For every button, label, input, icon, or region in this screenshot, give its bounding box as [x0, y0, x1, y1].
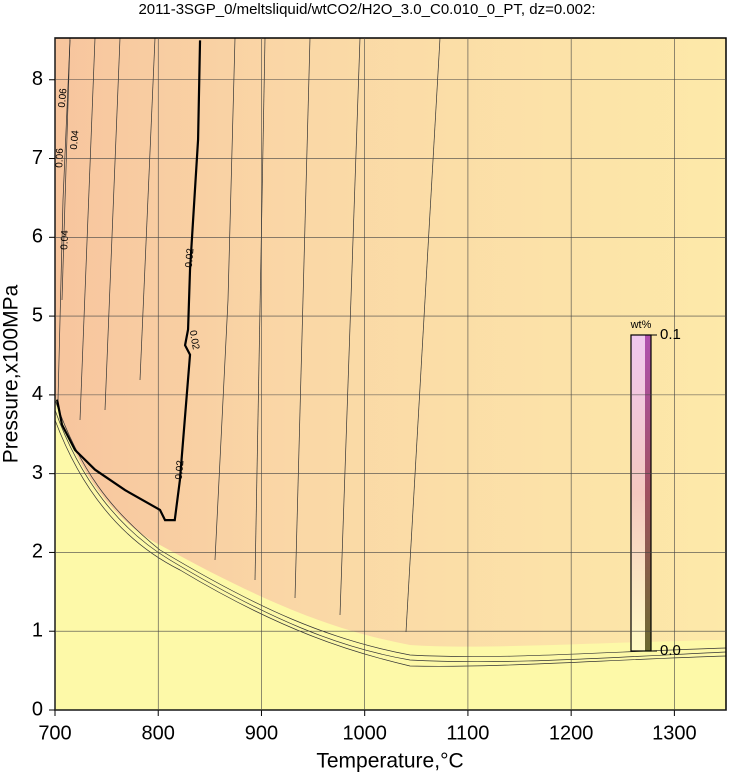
- colorbar-frame: [630, 334, 652, 652]
- melt-region: [55, 38, 726, 647]
- y-tick-label: 0: [32, 698, 43, 720]
- x-tick-label: 900: [245, 722, 278, 744]
- y-tick-label: 5: [32, 304, 43, 326]
- x-tick-label: 1000: [342, 722, 387, 744]
- contour-label: 0.06: [57, 87, 70, 108]
- contour-line: [55, 40, 202, 522]
- contour-label: 0.04: [69, 129, 82, 150]
- y-tick-label: 8: [32, 68, 43, 90]
- y-tick-label: 7: [32, 147, 43, 169]
- y-tick-label: 2: [32, 541, 43, 563]
- y-tick-label: 6: [32, 226, 43, 248]
- x-tick-label: 1300: [652, 722, 697, 744]
- contour-lines: [54, 37, 727, 667]
- contour-label: 0.02: [187, 329, 201, 351]
- y-tick-label: 4: [32, 383, 43, 405]
- colorbar-tick-label: 0.1: [660, 326, 681, 343]
- y-tick-label: 1: [32, 620, 43, 642]
- x-tick-label: 1100: [446, 722, 489, 744]
- chart-title: 2011-3SGP_0/meltsliquid/wtCO2/H2O_3.0_C0…: [138, 1, 595, 18]
- y-tick-label: 3: [32, 462, 43, 484]
- x-tick-label: 1200: [549, 722, 594, 744]
- contour-label: 0.04: [59, 230, 71, 250]
- y-axis-label: Pressure,x100MPa: [0, 284, 23, 463]
- contour-label: 0.06: [54, 148, 66, 168]
- colorbar-edge: [645, 335, 651, 651]
- x-axis-label: Temperature,°C: [316, 750, 463, 773]
- x-tick-label: 700: [38, 722, 71, 744]
- colorbar-label: wt%: [630, 319, 652, 331]
- x-tick-label: 800: [142, 722, 175, 744]
- colorbar-tick-label: 0.0: [660, 642, 681, 659]
